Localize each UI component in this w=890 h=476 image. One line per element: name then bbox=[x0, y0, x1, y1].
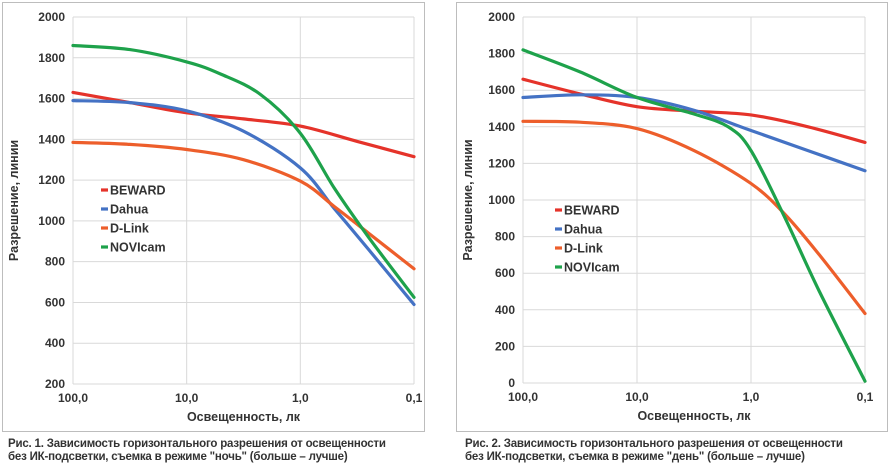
series-line-dahua bbox=[71, 99, 416, 307]
y-tick-label: 800 bbox=[495, 230, 515, 244]
series-line-novicam bbox=[71, 43, 416, 299]
legend-label: Dahua bbox=[564, 223, 603, 237]
series-line-d-link bbox=[521, 119, 867, 316]
y-tick-label: 200 bbox=[495, 339, 515, 353]
y-axis-title: Разрешение, линии bbox=[461, 139, 475, 260]
y-tick-label: 1600 bbox=[38, 92, 65, 106]
y-tick-label: 1400 bbox=[488, 120, 515, 134]
legend-label: BEWARD bbox=[564, 204, 620, 218]
caption-line: без ИК-подсветки, съемка в режиме "ночь"… bbox=[8, 451, 348, 463]
series-line-dahua bbox=[521, 93, 867, 173]
y-tick-label: 600 bbox=[495, 266, 515, 280]
chart-night-svg: 200 400 600 800 1000 1200 1400 1600 1800 2000 100,… bbox=[7, 10, 423, 424]
y-tick-label: 0 bbox=[508, 376, 515, 390]
y-tick-label: 1200 bbox=[488, 156, 515, 170]
figure-caption-1: Рис. 1. Зависимость горизонтального разр… bbox=[8, 438, 438, 464]
x-tick-label: 10,0 bbox=[175, 391, 199, 405]
legend-label: D-Link bbox=[564, 242, 603, 256]
y-tick-label: 1200 bbox=[38, 173, 65, 187]
figure-caption-2: Рис. 2. Зависимость горизонтального разр… bbox=[465, 438, 885, 464]
x-tick-label: 0,1 bbox=[857, 390, 874, 404]
y-tick-label: 1000 bbox=[38, 214, 65, 228]
legend-label: NOVIcam bbox=[564, 261, 620, 275]
chart-panel-night: 200 400 600 800 1000 1200 1400 1600 1800 2000 100,… bbox=[2, 2, 425, 432]
x-tick-label: 1,0 bbox=[292, 391, 309, 405]
chart-day-svg: 0 200 400 600 800 1000 1200 1400 1600 1800 2000 100… bbox=[461, 10, 874, 423]
y-tick-label: 800 bbox=[45, 255, 65, 269]
y-tick-label: 600 bbox=[45, 295, 65, 309]
series-line-novicam bbox=[521, 48, 867, 383]
caption-line: Рис. 1. Зависимость горизонтального разр… bbox=[8, 438, 386, 450]
y-tick-label: 1000 bbox=[488, 193, 515, 207]
x-tick-label: 0,1 bbox=[406, 391, 423, 405]
legend-label: Dahua bbox=[110, 203, 149, 217]
y-tick-label: 200 bbox=[45, 377, 65, 391]
y-tick-label: 400 bbox=[495, 303, 515, 317]
caption-line: без ИК-подсветки, съемка в режиме "день"… bbox=[465, 451, 805, 463]
x-tick-label: 100,0 bbox=[508, 390, 538, 404]
legend-label: BEWARD bbox=[110, 184, 166, 198]
y-axis-title: Разрешение, линии bbox=[7, 140, 21, 261]
y-tick-label: 2000 bbox=[38, 10, 65, 24]
y-tick-label: 400 bbox=[45, 336, 65, 350]
x-tick-label: 10,0 bbox=[625, 390, 649, 404]
y-tick-label: 1800 bbox=[38, 51, 65, 65]
x-tick-label: 1,0 bbox=[743, 390, 760, 404]
chart-panel-day: 0 200 400 600 800 1000 1200 1400 1600 1800 2000 100… bbox=[456, 2, 888, 432]
y-tick-label: 1800 bbox=[488, 47, 515, 61]
legend-label: D-Link bbox=[110, 222, 149, 236]
caption-line: Рис. 2. Зависимость горизонтального разр… bbox=[465, 438, 843, 450]
x-axis-title: Освещенность, лк bbox=[637, 409, 751, 423]
y-tick-label: 2000 bbox=[488, 10, 515, 24]
legend-label: NOVIcam bbox=[110, 241, 166, 255]
x-tick-label: 100,0 bbox=[58, 391, 88, 405]
y-tick-label: 1400 bbox=[38, 132, 65, 146]
x-axis-title: Освещенность, лк bbox=[187, 410, 301, 424]
y-tick-label: 1600 bbox=[488, 83, 515, 97]
